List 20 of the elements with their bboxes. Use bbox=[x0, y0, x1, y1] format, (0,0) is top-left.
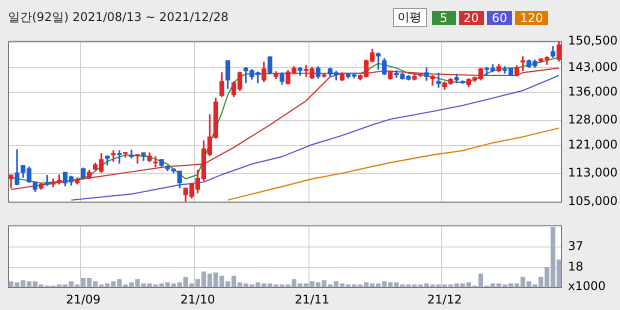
x-tick-label: 21/10 bbox=[180, 292, 215, 306]
legend-title: 이평 bbox=[392, 8, 427, 27]
text: 20 bbox=[458, 10, 484, 24]
y-tick-label: 121,000 bbox=[568, 137, 618, 152]
y-tick-label: 113,000 bbox=[568, 166, 618, 180]
x-tick-label: 21/12 bbox=[427, 292, 462, 306]
y-tick-label: 150,500 bbox=[568, 33, 618, 48]
text: 60 bbox=[486, 10, 512, 24]
y-tick-label: 18 bbox=[568, 260, 584, 274]
y-tick-label: 37 bbox=[568, 239, 584, 254]
y-tick-label: 128,000 bbox=[568, 112, 618, 127]
chart-title: 일간(92일) 2021/08/13 ~ 2021/12/28 bbox=[8, 9, 228, 26]
y-tick-label: 136,000 bbox=[568, 84, 618, 99]
text: 5 bbox=[432, 10, 456, 24]
y-tick-label: 143,000 bbox=[568, 60, 618, 74]
text: 120 bbox=[515, 10, 548, 24]
y-tick-label: 105,000 bbox=[568, 194, 618, 208]
x-tick-label: 21/11 bbox=[294, 292, 330, 306]
y-tick-label: x1000 bbox=[568, 279, 606, 294]
x-tick-label: 21/09 bbox=[66, 292, 101, 306]
